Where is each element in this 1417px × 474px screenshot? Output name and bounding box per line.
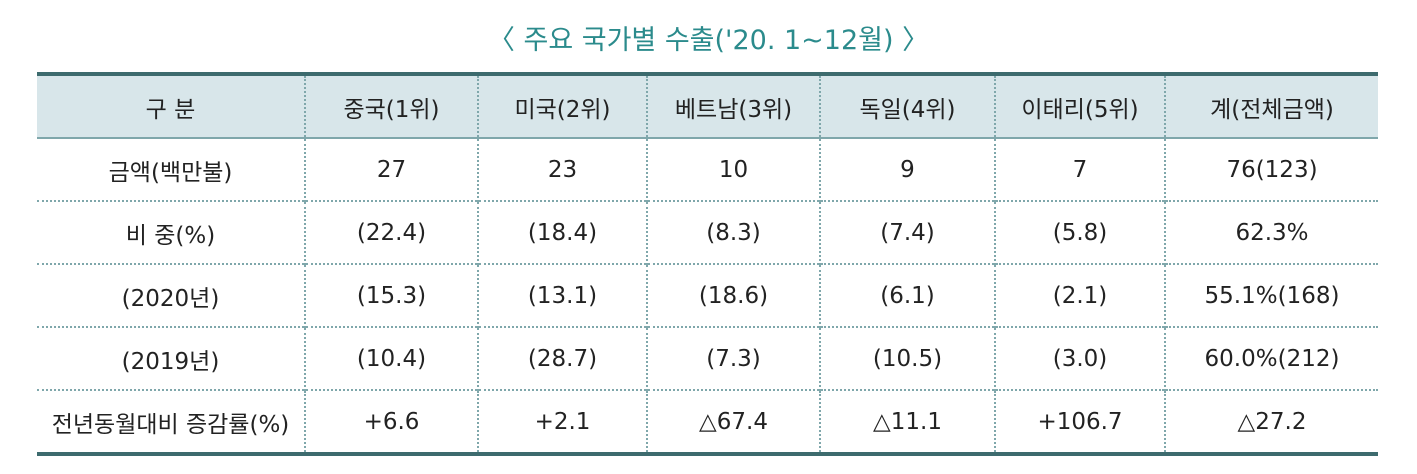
cell: (13.1): [477, 263, 647, 327]
header-cell: 중국(1위): [304, 74, 478, 139]
cell: 55.1%(168): [1164, 263, 1378, 327]
cell: +106.7: [994, 389, 1165, 454]
row-label: 비 중(%): [37, 200, 305, 264]
cell: △67.4: [646, 389, 820, 454]
cell: 27: [304, 137, 478, 201]
header-row: 구 분 중국(1위) 미국(2위) 베트남(3위) 독일(4위) 이태리(5위) 계(전체금…: [37, 74, 1378, 139]
cell: (15.3): [304, 263, 478, 327]
cell: △11.1: [819, 389, 995, 454]
cell: (6.1): [819, 263, 995, 327]
header-cell: 독일(4위): [819, 74, 995, 139]
data-row: (2020년) (15.3) (13.1) (18.6) (6.1) (2.1) 55.1%…: [37, 263, 1378, 327]
table-body: 구 분 중국(1위) 미국(2위) 베트남(3위) 독일(4위) 이태리(5위) 계(전체금…: [37, 74, 1378, 454]
data-row: (2019년) (10.4) (28.7) (7.3) (10.5) (3.0) 60.0%…: [37, 326, 1378, 390]
data-row: 금액(백만불) 27 23 10 9 7 76(123): [37, 137, 1378, 201]
cell: (2.1): [994, 263, 1165, 327]
header-cell: 미국(2위): [477, 74, 647, 139]
cell: (3.0): [994, 326, 1165, 390]
cell: 9: [819, 137, 995, 201]
cell: △27.2: [1164, 389, 1378, 454]
cell: (22.4): [304, 200, 478, 264]
row-label: 전년동월대비 증감률(%): [37, 389, 305, 454]
export-table: 구 분 중국(1위) 미국(2위) 베트남(3위) 독일(4위) 이태리(5위) 계(전체금…: [37, 72, 1378, 456]
header-cell: 이태리(5위): [994, 74, 1165, 139]
row-label: (2020년): [37, 263, 305, 327]
cell: 7: [994, 137, 1165, 201]
table-title: 〈 주요 국가별 수출('20. 1~12월) 〉: [487, 25, 930, 56]
row-label: 금액(백만불): [37, 137, 305, 201]
header-cell: 베트남(3위): [646, 74, 820, 139]
data-row: 비 중(%) (22.4) (18.4) (8.3) (7.4) (5.8) 62.3%: [37, 200, 1378, 264]
row-label: (2019년): [37, 326, 305, 390]
cell: (7.3): [646, 326, 820, 390]
cell: +2.1: [477, 389, 647, 454]
cell: 60.0%(212): [1164, 326, 1378, 390]
cell: (7.4): [819, 200, 995, 264]
cell: +6.6: [304, 389, 478, 454]
cell: (5.8): [994, 200, 1165, 264]
cell: (10.5): [819, 326, 995, 390]
cell: 10: [646, 137, 820, 201]
cell: (28.7): [477, 326, 647, 390]
data-row: 전년동월대비 증감률(%) +6.6 +2.1 △67.4 △11.1 +106.7 △27…: [37, 389, 1378, 454]
cell: (8.3): [646, 200, 820, 264]
header-cell: 구 분: [37, 74, 305, 139]
cell: 62.3%: [1164, 200, 1378, 264]
header-cell: 계(전체금액): [1164, 74, 1378, 139]
cell: 76(123): [1164, 137, 1378, 201]
cell: 23: [477, 137, 647, 201]
cell: (18.6): [646, 263, 820, 327]
cell: (18.4): [477, 200, 647, 264]
cell: (10.4): [304, 326, 478, 390]
